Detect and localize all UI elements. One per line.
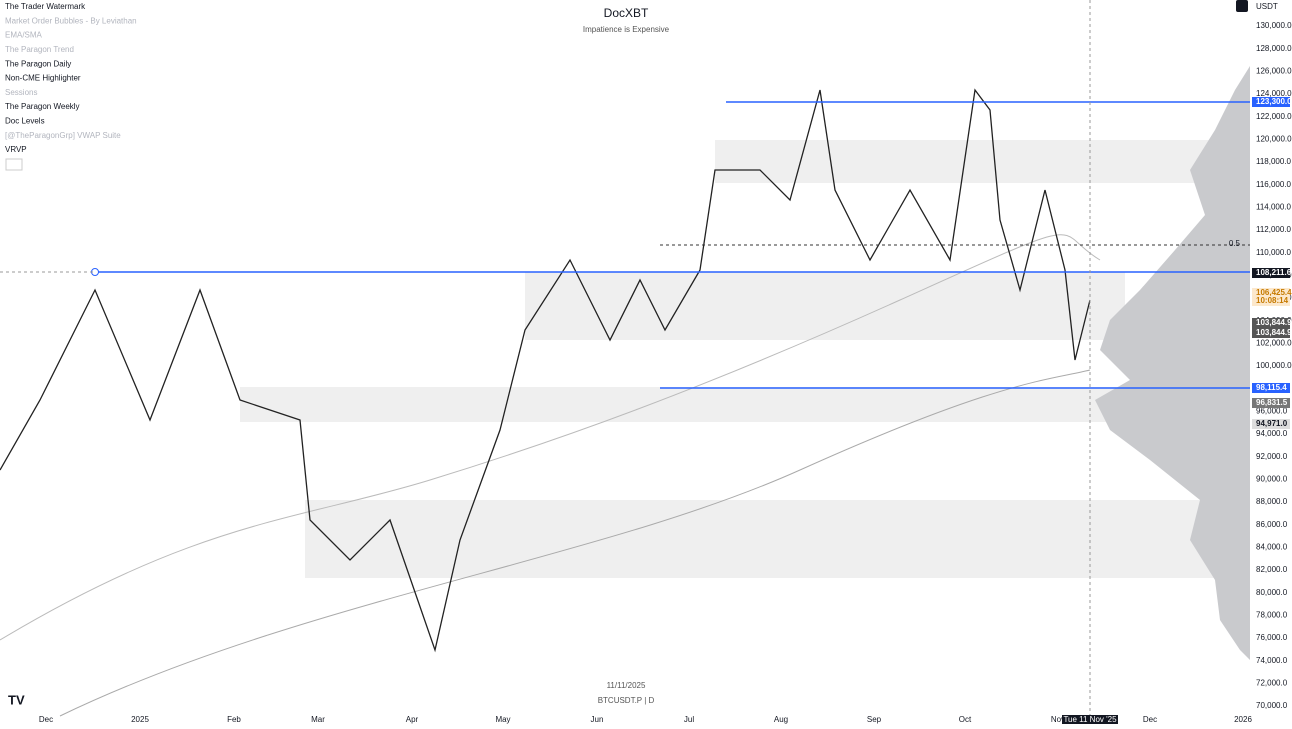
time-axis-label: Aug — [774, 715, 788, 724]
price-tag-bg — [1252, 383, 1290, 393]
price-tag: 106,425.4 — [1256, 288, 1292, 297]
time-axis-label: 2025 — [131, 715, 149, 724]
fib-label: 0.5 — [1229, 239, 1241, 248]
plot-bg — [0, 0, 1250, 716]
price-axis-label: 70,000.0 — [1256, 701, 1288, 710]
moving-average-long — [59, 369, 1091, 717]
indicator-name[interactable]: [@TheParagonGrp] VWAP Suite — [5, 131, 121, 140]
title: DocXBT — [604, 6, 649, 20]
time-axis-label: Dec — [39, 715, 53, 724]
time-axis-label: Apr — [406, 715, 419, 724]
moving-average — [0, 234, 1101, 641]
price-axis-label: 92,000.0 — [1256, 452, 1288, 461]
price-axis-label: 102,000.0 — [1256, 338, 1292, 347]
price-tag-bg — [1252, 328, 1290, 338]
price-axis-label: 122,000.0 — [1256, 112, 1292, 121]
time-axis-label: Dec — [1143, 715, 1157, 724]
price-tag: 123,300.0 — [1256, 97, 1292, 106]
collapse-button[interactable] — [5, 158, 23, 171]
footer-date: 11/11/2025 — [607, 681, 646, 690]
zones — [240, 140, 1250, 578]
price-axis-label: 88,000.0 — [1256, 497, 1288, 506]
price-axis-label: 86,000.0 — [1256, 520, 1288, 529]
price-tag: 108,211.6 — [1256, 268, 1292, 277]
indicator-name[interactable]: Sessions — [5, 88, 37, 97]
price-axis-label: 124,000.0 — [1256, 89, 1292, 98]
price-axis-label: 128,000.0 — [1256, 44, 1292, 53]
indicator-name[interactable]: Market Order Bubbles - By Leviathan — [5, 16, 137, 25]
time-axis-label: Jul — [684, 715, 694, 724]
price-axis-label: 72,000.0 — [1256, 679, 1288, 688]
time-axis-label: Feb — [227, 715, 241, 724]
price-axis-label: 90,000.0 — [1256, 475, 1288, 484]
volume-profile — [1095, 66, 1250, 660]
price-axis-label: 114,000.0 — [1256, 202, 1292, 211]
price-axis-label: 116,000.0 — [1256, 180, 1292, 189]
button[interactable] — [1236, 0, 1248, 12]
price-axis-label: 130,000.0 — [1256, 21, 1292, 30]
price-tag-bg — [1252, 318, 1290, 328]
price-axis-label: 76,000.0 — [1256, 633, 1288, 642]
logo: TV — [8, 692, 25, 707]
cursor-date: Tue 11 Nov '25 — [1063, 715, 1117, 724]
price-tag-bg — [1252, 97, 1290, 107]
price-axis-label: 94,000.0 — [1256, 429, 1288, 438]
footer-symbol: BTCUSDT.P | D — [598, 696, 655, 705]
indicator-name[interactable]: The Paragon Daily — [5, 59, 71, 68]
time-axis-label: Oct — [959, 715, 972, 724]
subtitle: Impatience is Expensive — [583, 25, 670, 34]
currency[interactable]: USDT — [1256, 2, 1278, 11]
price-axis-label: 120,000.0 — [1256, 134, 1292, 143]
price-tag: 103,844.9 — [1256, 328, 1292, 337]
price-axis-label: 82,000.0 — [1256, 565, 1288, 574]
indicator-name[interactable]: Non-CME Highlighter — [5, 74, 81, 83]
indicator-name[interactable]: The Paragon Weekly — [5, 102, 80, 111]
price-tag-bg — [1252, 419, 1290, 429]
price-axis-label: 100,000.0 — [1256, 361, 1292, 370]
price-tag: 96,831.5 — [1256, 398, 1288, 407]
price-axis-label: 96,000.0 — [1256, 406, 1288, 415]
price-axis-label: 74,000.0 — [1256, 656, 1288, 665]
price-tag-bg — [1252, 398, 1290, 408]
price-tag: 94,971.0 — [1256, 419, 1288, 428]
time-axis-label: Jun — [591, 715, 604, 724]
time-axis-label: Mar — [311, 715, 325, 724]
price-axis-label: 126,000.0 — [1256, 66, 1292, 75]
price-axis-label: 84,000.0 — [1256, 543, 1288, 552]
price-tag-bg — [1252, 268, 1290, 278]
price-axis-label: 112,000.0 — [1256, 225, 1292, 234]
price-tag-bg — [1252, 288, 1290, 298]
price-axis-label: 110,000.0 — [1256, 248, 1292, 257]
indicator-name[interactable]: VRVP — [5, 145, 27, 154]
cursor-date-bg — [1062, 715, 1118, 724]
time-axis-label: May — [495, 715, 510, 724]
price-path — [0, 88, 1091, 653]
price-tag: 98,115.4 — [1256, 383, 1287, 392]
time-axis-label: Nov — [1051, 715, 1065, 724]
price-tag-bg — [1252, 296, 1290, 306]
indicator-name[interactable]: EMA/SMA — [5, 31, 43, 40]
time-axis-label: Sep — [867, 715, 882, 724]
indicator-name[interactable]: The Paragon Trend — [5, 45, 74, 54]
price-tag: 10:08:14 — [1256, 296, 1289, 305]
time-axis-label: 2026 — [1234, 715, 1252, 724]
price-axis-label: 118,000.0 — [1256, 157, 1292, 166]
price-axis-label: 78,000.0 — [1256, 611, 1288, 620]
price-axis-label: 80,000.0 — [1256, 588, 1288, 597]
indicator-name[interactable]: Doc Levels — [5, 117, 45, 126]
price-tag: 103,844.9 — [1256, 318, 1292, 327]
indicator-name[interactable]: The Trader Watermark — [5, 2, 86, 11]
